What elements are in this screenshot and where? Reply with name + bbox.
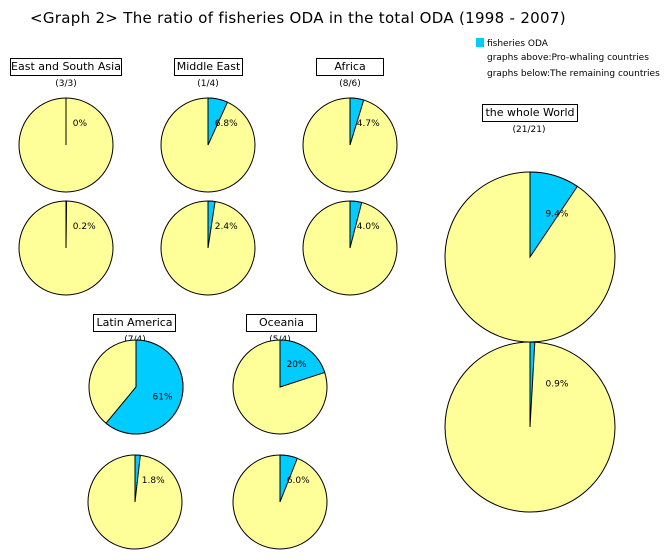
pie-africa-above-fisheries-slice — [349, 97, 365, 146]
data-label-africa-below: 4.0% — [357, 222, 380, 232]
region-label-whole-world: the whole World — [482, 104, 578, 122]
legend-item-fisheries: fisheries ODA — [476, 38, 548, 49]
data-label-middle-east-above: 6.8% — [215, 119, 238, 129]
data-label-latin-america-below: 1.8% — [142, 476, 165, 486]
region-label-africa: Africa — [316, 58, 384, 76]
pie-oceania-below-fisheries-slice — [279, 454, 298, 503]
data-label-the-whole-world-below: 0.9% — [546, 380, 569, 390]
data-label-the-whole-world-above: 9.4% — [546, 210, 569, 220]
legend-note-below: graphs below:The remaining countries — [487, 69, 660, 79]
pie-latin-america-above-fisheries-slice — [105, 339, 184, 435]
region-label-latin-america: Latin America — [93, 314, 176, 332]
pie-east-and-south-asia-below-fisheries-slice — [65, 200, 68, 249]
count-middle-east: (1/4) — [197, 79, 219, 89]
count-east-south-asia: (3/3) — [55, 79, 77, 89]
pie-the-whole-world-above-fisheries-slice — [529, 171, 579, 259]
data-label-oceania-below: 6.0% — [287, 476, 310, 486]
count-africa: (8/6) — [339, 79, 361, 89]
data-label-east-and-south-asia-below: 0.2% — [73, 222, 96, 232]
region-label-oceania: Oceania — [246, 314, 317, 332]
data-label-latin-america-above: 61% — [153, 393, 173, 403]
pie-middle-east-above-fisheries-slice — [207, 97, 229, 146]
data-label-east-and-south-asia-above: 0% — [73, 119, 88, 129]
pie-latin-america-below-fisheries-slice — [134, 454, 141, 503]
region-label-east-south-asia: East and South Asia — [10, 58, 122, 76]
pie-africa-below-fisheries-slice — [349, 200, 363, 249]
region-label-middle-east: Middle East — [174, 58, 243, 76]
chart-title: <Graph 2> The ratio of fisheries ODA in … — [30, 9, 566, 27]
pie-oceania-above-fisheries-slice — [279, 339, 326, 388]
legend-note-above: graphs above:Pro-whaling countries — [487, 53, 649, 63]
pie-the-whole-world-below-fisheries-slice — [529, 341, 536, 428]
data-label-oceania-above: 20% — [287, 360, 307, 370]
count-whole-world: (21/21) — [512, 125, 546, 135]
legend-label: fisheries ODA — [487, 39, 548, 49]
data-label-africa-above: 4.7% — [357, 119, 380, 129]
pie-middle-east-below-fisheries-slice — [207, 200, 216, 249]
data-label-middle-east-below: 2.4% — [215, 222, 238, 232]
legend-swatch — [476, 38, 484, 47]
